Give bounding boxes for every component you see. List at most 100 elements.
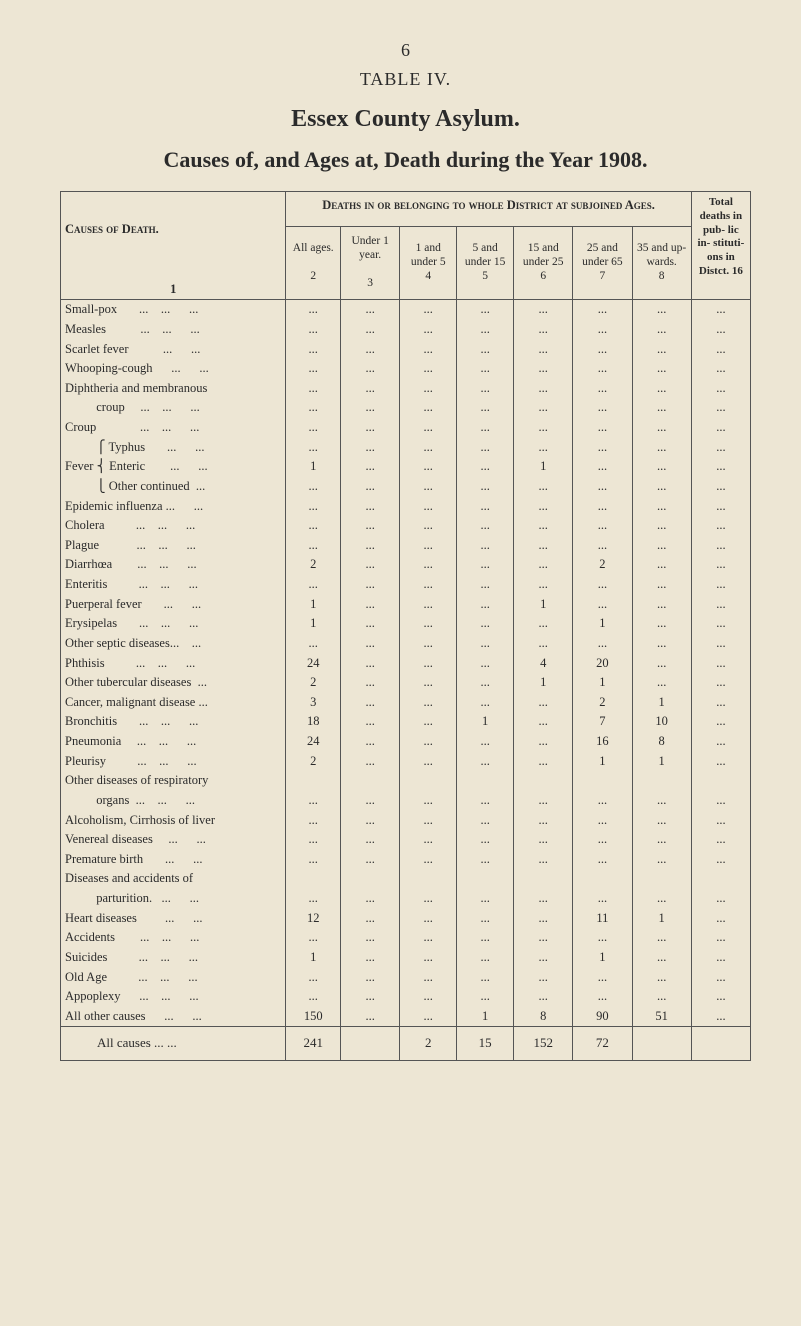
cell: ... bbox=[457, 909, 514, 929]
cell: ... bbox=[632, 497, 691, 517]
cell: ... bbox=[691, 928, 750, 948]
cell: ... bbox=[573, 889, 632, 909]
cell: ... bbox=[514, 614, 573, 634]
mortality-table: Causes of Death. 1 Deaths in or belongin… bbox=[60, 191, 751, 1061]
cell: ... bbox=[514, 928, 573, 948]
cell: 2 bbox=[286, 555, 341, 575]
totals-c3: 15 bbox=[457, 1027, 514, 1060]
page-number: 6 bbox=[60, 40, 751, 61]
cell: 24 bbox=[286, 654, 341, 674]
cell: ... bbox=[457, 928, 514, 948]
cell: 8 bbox=[514, 1007, 573, 1027]
cell bbox=[341, 869, 400, 889]
cell: ... bbox=[632, 340, 691, 360]
cell bbox=[691, 869, 750, 889]
cell: ... bbox=[691, 712, 750, 732]
cell: ... bbox=[691, 968, 750, 988]
cell: ... bbox=[632, 575, 691, 595]
cause-label: Cholera ... ... ... bbox=[61, 516, 286, 536]
cell: ... bbox=[691, 398, 750, 418]
header-main: Deaths in or belonging to whole District… bbox=[286, 192, 691, 227]
cell: 1 bbox=[632, 693, 691, 713]
cell: ... bbox=[457, 889, 514, 909]
cell: ... bbox=[400, 693, 457, 713]
cause-label: Venereal diseases ... ... bbox=[61, 830, 286, 850]
cell: ... bbox=[400, 1007, 457, 1027]
col-15-25: 15 and under 256 bbox=[514, 226, 573, 299]
table-row: ⎧ Typhus ... ........................... bbox=[61, 438, 751, 458]
cell: ... bbox=[514, 693, 573, 713]
cell: ... bbox=[691, 340, 750, 360]
cell bbox=[457, 771, 514, 791]
totals-c5: 72 bbox=[573, 1027, 632, 1060]
cell: ... bbox=[573, 359, 632, 379]
cell: ... bbox=[514, 850, 573, 870]
cell: ... bbox=[691, 830, 750, 850]
cell: ... bbox=[457, 497, 514, 517]
cell: ... bbox=[691, 555, 750, 575]
cell: ... bbox=[573, 634, 632, 654]
cell: ... bbox=[691, 732, 750, 752]
cell: ... bbox=[632, 830, 691, 850]
cell: ... bbox=[514, 536, 573, 556]
cell: ... bbox=[457, 359, 514, 379]
cell: ... bbox=[286, 398, 341, 418]
totals-c6 bbox=[632, 1027, 691, 1060]
cell: ... bbox=[341, 987, 400, 1007]
cause-label: organs ... ... ... bbox=[61, 791, 286, 811]
cell: ... bbox=[400, 477, 457, 497]
cell: ... bbox=[514, 359, 573, 379]
table-row: Cancer, malignant disease ...3..........… bbox=[61, 693, 751, 713]
cause-label: Small-pox ... ... ... bbox=[61, 300, 286, 320]
cause-label: Alcoholism, Cirrhosis of liver bbox=[61, 811, 286, 831]
cell: ... bbox=[457, 614, 514, 634]
cell: ... bbox=[341, 830, 400, 850]
table-row: Other septic diseases... ...............… bbox=[61, 634, 751, 654]
cell: ... bbox=[632, 595, 691, 615]
cell: ... bbox=[573, 791, 632, 811]
cell: ... bbox=[400, 300, 457, 320]
cell: ... bbox=[341, 575, 400, 595]
table-row: Pleurisy ... ... ...2............11... bbox=[61, 752, 751, 772]
cell: ... bbox=[691, 359, 750, 379]
scanned-page: 6 TABLE IV. Essex County Asylum. Causes … bbox=[0, 0, 801, 1326]
cell: 1 bbox=[573, 752, 632, 772]
cell: ... bbox=[341, 555, 400, 575]
cell: ... bbox=[514, 752, 573, 772]
cause-label: Pleurisy ... ... ... bbox=[61, 752, 286, 772]
table-row: Other diseases of respiratory bbox=[61, 771, 751, 791]
cell: ... bbox=[514, 379, 573, 399]
cell: ... bbox=[573, 477, 632, 497]
table-row: Venereal diseases ... ..................… bbox=[61, 830, 751, 850]
cell: ... bbox=[457, 398, 514, 418]
cell: ... bbox=[341, 928, 400, 948]
cause-label: Other tubercular diseases ... bbox=[61, 673, 286, 693]
cell: ... bbox=[632, 359, 691, 379]
cell: ... bbox=[691, 948, 750, 968]
cell: ... bbox=[691, 438, 750, 458]
cell: ... bbox=[514, 340, 573, 360]
cell: ... bbox=[514, 909, 573, 929]
cell: ... bbox=[341, 654, 400, 674]
cell: ... bbox=[400, 752, 457, 772]
table-row: Croup ... ... ..........................… bbox=[61, 418, 751, 438]
cell: ... bbox=[341, 889, 400, 909]
table-row: Puerperal fever ... ...1.........1......… bbox=[61, 595, 751, 615]
cell: ... bbox=[514, 320, 573, 340]
cell: ... bbox=[573, 497, 632, 517]
cell: ... bbox=[457, 457, 514, 477]
table-row: croup ... ... ..........................… bbox=[61, 398, 751, 418]
cell: ... bbox=[341, 909, 400, 929]
cell: ... bbox=[286, 340, 341, 360]
cause-label: Cancer, malignant disease ... bbox=[61, 693, 286, 713]
cell: ... bbox=[400, 909, 457, 929]
cell: ... bbox=[457, 850, 514, 870]
cause-label: Phthisis ... ... ... bbox=[61, 654, 286, 674]
cell: ... bbox=[514, 516, 573, 536]
table-title: Causes of, and Ages at, Death during the… bbox=[60, 147, 751, 173]
cell: ... bbox=[341, 673, 400, 693]
cell: 1 bbox=[514, 673, 573, 693]
cell: ... bbox=[632, 634, 691, 654]
cell: ... bbox=[691, 320, 750, 340]
cell: 1 bbox=[573, 673, 632, 693]
